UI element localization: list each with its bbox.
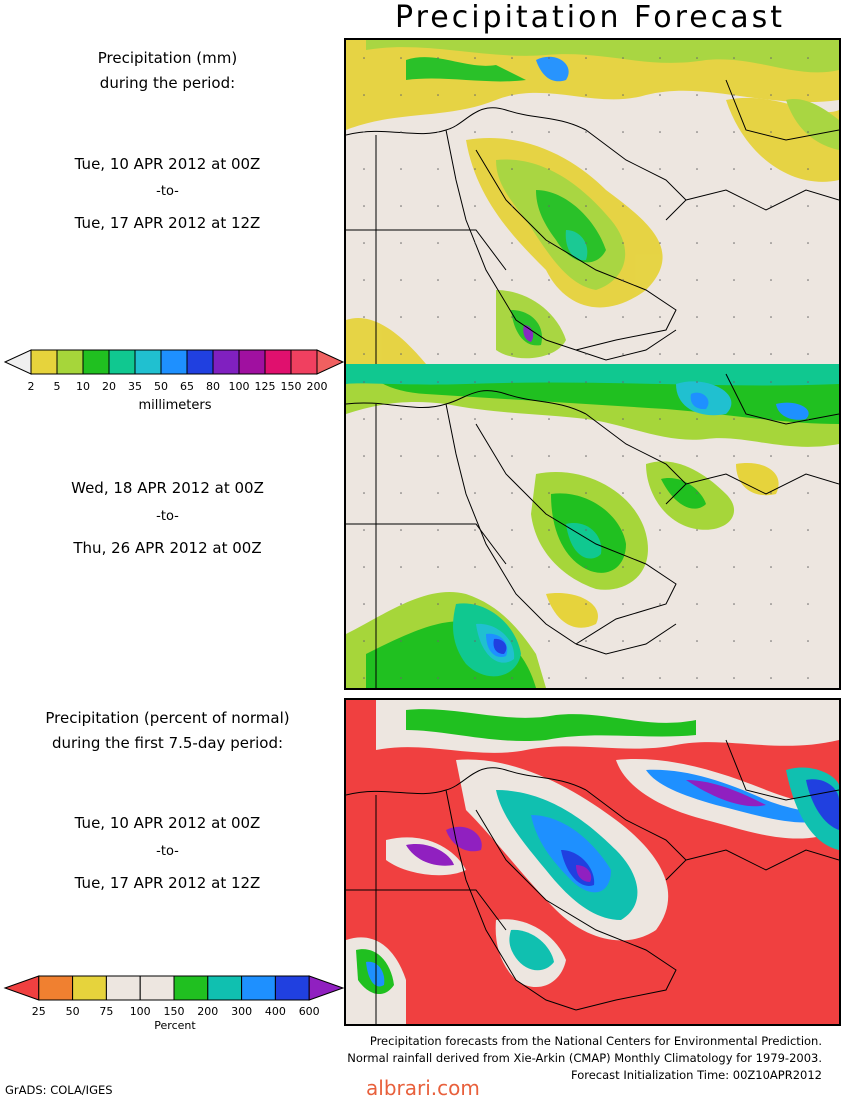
colorbar-mm-tick-label: 20 <box>102 380 116 393</box>
colorbar-percent-tick-label: 25 <box>31 1005 46 1018</box>
colorbar-percent-swatch <box>3 975 40 1001</box>
footer-line-1: Precipitation forecasts from the Nationa… <box>369 1034 822 1048</box>
colorbar-mm-swatch <box>238 349 266 375</box>
map-panel-week1-mm <box>344 38 841 366</box>
panel1-end: Tue, 17 APR 2012 at 12Z <box>74 214 261 232</box>
colorbar-percent-tick-label: 600 <box>298 1005 320 1018</box>
colorbar-mm-tick-label: 50 <box>154 380 168 393</box>
page-title: Precipitation Forecast <box>395 0 785 35</box>
panel3-start: Tue, 10 APR 2012 at 00Z <box>74 814 261 832</box>
watermark: albrari.com <box>366 1076 480 1100</box>
colorbar-percent-swatch <box>72 975 107 1001</box>
colorbar-mm-tick-label: 100 <box>228 380 250 393</box>
colorbar-percent <box>3 975 345 1001</box>
colorbar-percent-tick-label: 400 <box>264 1005 286 1018</box>
footer-notes: Precipitation forecasts from the Nationa… <box>347 1033 822 1084</box>
panel2-start: Wed, 18 APR 2012 at 00Z <box>71 479 264 497</box>
panel3-to: -to- <box>156 844 179 859</box>
colorbar-mm-swatch <box>82 349 110 375</box>
colorbar-percent-tick-label: 50 <box>65 1005 80 1018</box>
colorbar-mm-swatch <box>186 349 214 375</box>
map-panel-percent-normal <box>344 698 841 1026</box>
colorbar-percent-tick-label: 150 <box>163 1005 185 1018</box>
colorbar-mm-unit: millimeters <box>138 398 212 413</box>
colorbar-mm-tick-label: 65 <box>180 380 194 393</box>
colorbar-percent-swatch <box>274 975 310 1001</box>
colorbar-mm-swatch <box>134 349 162 375</box>
colorbar-percent-tick-label: 300 <box>231 1005 253 1018</box>
colorbar-percent-swatch <box>105 975 141 1001</box>
colorbar-mm-swatch <box>212 349 240 375</box>
colorbar-mm-swatch <box>56 349 84 375</box>
colorbar-mm-tick-label: 80 <box>206 380 220 393</box>
panel1-start: Tue, 10 APR 2012 at 00Z <box>74 155 261 173</box>
footer-line-2: Normal rainfall derived from Xie-Arkin (… <box>347 1051 822 1065</box>
colorbar-percent-swatch <box>207 975 243 1001</box>
panel1-heading-1: Precipitation (mm) <box>97 49 238 67</box>
panel3-heading-1: Precipitation (percent of normal) <box>45 709 290 727</box>
colorbar-mm-tick-label: 5 <box>53 380 61 393</box>
colorbar-mm-swatch <box>264 349 292 375</box>
colorbar-percent-swatch <box>38 975 74 1001</box>
panel2-to: -to- <box>156 509 179 524</box>
colorbar-percent-swatch <box>139 975 175 1001</box>
colorbar-percent-swatch <box>308 975 345 1001</box>
colorbar-mm-swatch <box>316 349 345 375</box>
precip-field-percent <box>346 700 839 1024</box>
panel1-to: -to- <box>156 184 179 199</box>
colorbar-mm-swatch <box>160 349 188 375</box>
colorbar-percent-tick-label: 75 <box>99 1005 114 1018</box>
colorbar-mm-tick-label: 125 <box>254 380 276 393</box>
panel2-end: Thu, 26 APR 2012 at 00Z <box>73 539 262 557</box>
colorbar-percent-tick-label: 100 <box>129 1005 151 1018</box>
colorbar-mm-swatch <box>108 349 136 375</box>
colorbar-percent-swatch <box>241 975 276 1001</box>
colorbar-mm-tick-label: 200 <box>306 380 328 393</box>
footer-line-3: Forecast Initialization Time: 00Z10APR20… <box>571 1068 822 1082</box>
panel1-heading-2: during the period: <box>99 74 236 92</box>
colorbar-mm-tick-label: 2 <box>27 380 35 393</box>
panel3-end: Tue, 17 APR 2012 at 12Z <box>74 874 261 892</box>
colorbar-percent-swatch <box>173 975 209 1001</box>
map-borders-percent <box>346 739 839 1024</box>
colorbar-percent-tick-label: 200 <box>197 1005 219 1018</box>
panel3-heading-2: during the first 7.5-day period: <box>51 734 284 752</box>
colorbar-mm-swatch <box>290 349 318 375</box>
colorbar-mm-swatch <box>3 349 32 375</box>
colorbar-mm-tick-label: 10 <box>76 380 90 393</box>
colorbar-percent-unit: Percent <box>154 1019 196 1032</box>
colorbar-mm-tick-label: 150 <box>280 380 302 393</box>
colorbar-mm-swatch <box>30 349 58 375</box>
colorbar-mm-tick-label: 35 <box>128 380 142 393</box>
grads-credit: GrADS: COLA/IGES <box>5 1083 113 1097</box>
colorbar-mm <box>3 349 345 375</box>
map-panel-week2-mm <box>344 364 841 690</box>
